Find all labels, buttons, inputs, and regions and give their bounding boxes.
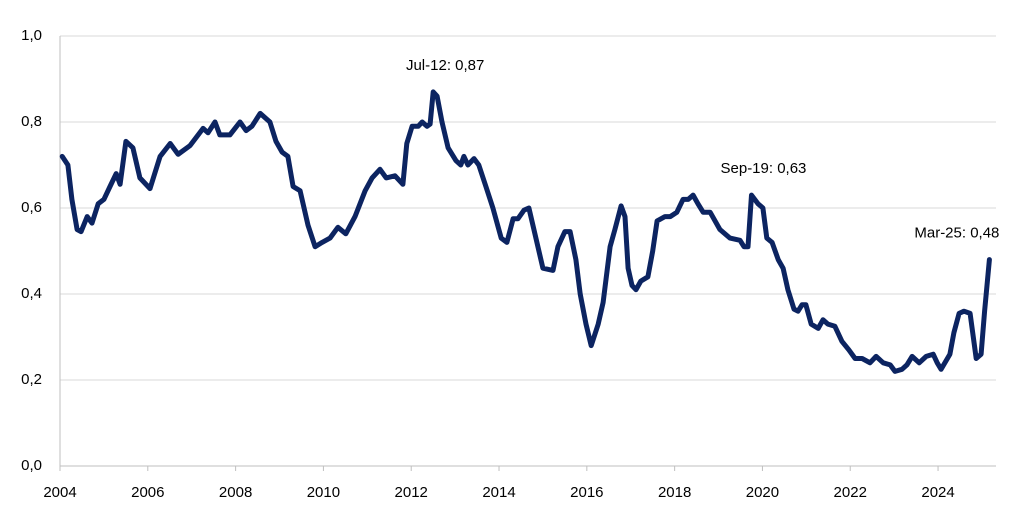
annotation: Mar-25: 0,48 <box>914 225 999 242</box>
line <box>59 89 992 374</box>
x-tick-label: 2022 <box>834 484 867 501</box>
x-tick-label: 2014 <box>482 484 515 501</box>
x-tick-label: 2012 <box>395 484 428 501</box>
y-tick-label: 0,4 <box>21 285 42 302</box>
annotation: Sep-19: 0,63 <box>721 160 807 177</box>
x-tick-label: 2008 <box>219 484 252 501</box>
x-tick-label: 2010 <box>307 484 340 501</box>
annotation: Jul-12: 0,87 <box>406 57 484 74</box>
x-tick-label: 2018 <box>658 484 691 501</box>
x-tick-label: 2004 <box>43 484 76 501</box>
y-tick-label: 0,6 <box>21 199 42 216</box>
x-tick-label: 2006 <box>131 484 164 501</box>
x-tick-label: 2016 <box>570 484 603 501</box>
y-tick-label: 0,8 <box>21 113 42 130</box>
x-tick-label: 2020 <box>746 484 779 501</box>
y-tick-label: 0,2 <box>21 371 42 388</box>
y-tick-label: 1,0 <box>21 27 42 44</box>
x-tick-label: 2024 <box>921 484 954 501</box>
y-tick-label: 0,0 <box>21 457 42 474</box>
